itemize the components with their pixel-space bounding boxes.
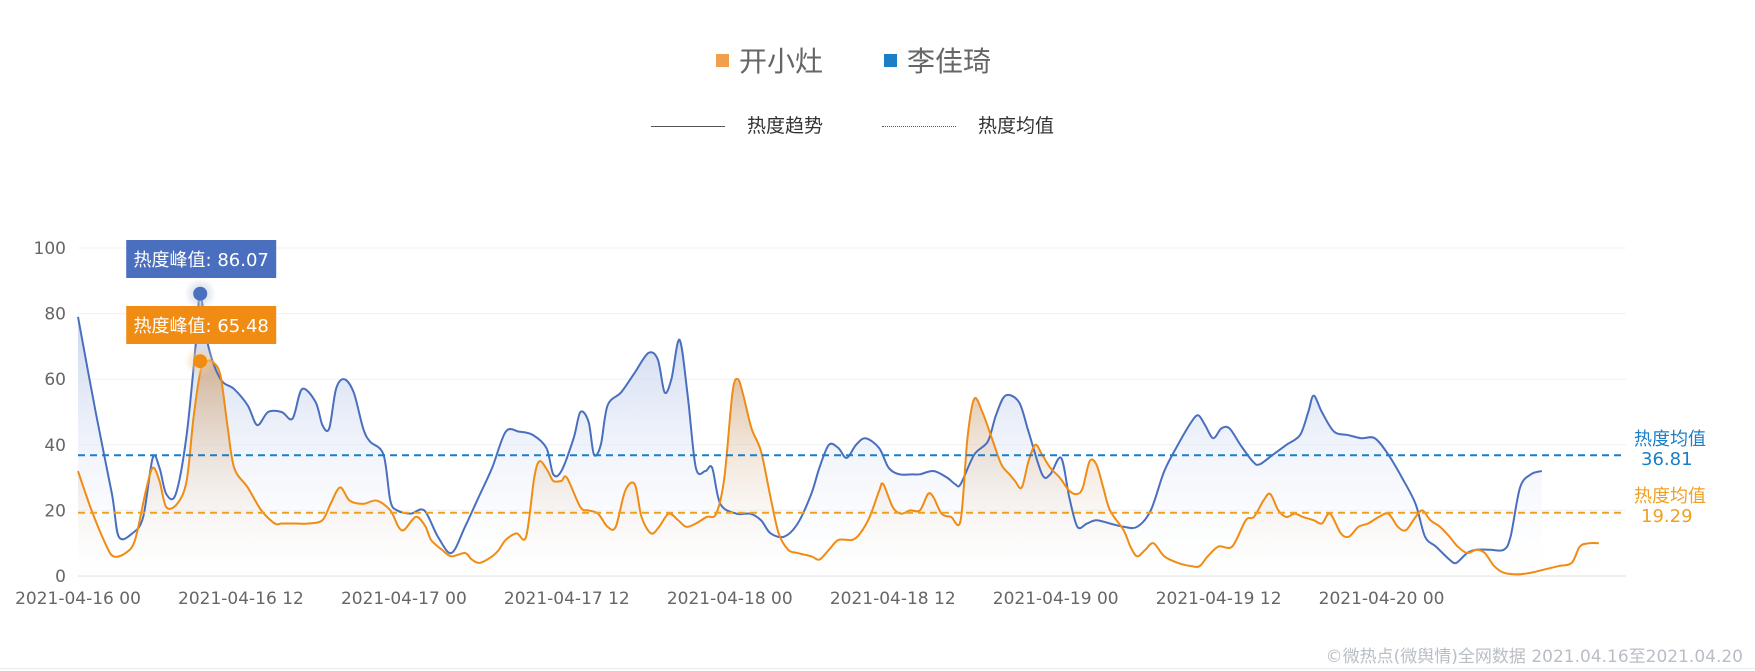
legend-item-lijiaqi[interactable]: 李佳琦 — [884, 40, 991, 80]
peak-tooltip-box-1 — [126, 306, 277, 344]
y-tick-label: 0 — [55, 567, 66, 587]
y-tick-label: 20 — [44, 501, 66, 521]
mean-value-1: 19.29 — [1641, 506, 1693, 527]
series-line-0 — [77, 292, 1543, 565]
copyright-note: ©微热点(微舆情)全网数据 2021.04.16至2021.04.20 — [1325, 647, 1743, 667]
series-area-0 — [78, 293, 1542, 576]
series-line-1 — [77, 359, 1599, 576]
x-tick-label: 2021-04-19 00 — [993, 589, 1119, 609]
mean-label-0: 热度均值 — [1634, 429, 1706, 450]
peak-dot-0 — [193, 286, 208, 301]
legend-style-mean: 热度均值 — [882, 111, 1054, 138]
legend-swatch-lijiaqi — [884, 53, 897, 67]
x-tick-label: 2021-04-19 12 — [1156, 589, 1282, 609]
x-tick-label: 2021-04-18 00 — [667, 589, 793, 609]
peak-tooltip-box-0 — [126, 240, 277, 278]
legend-style-trend: 热度趋势 — [651, 111, 823, 138]
legend-style-trend-label: 热度趋势 — [747, 115, 824, 137]
x-tick-label: 2021-04-17 00 — [341, 589, 467, 609]
y-tick-label: 60 — [44, 370, 66, 390]
y-tick-label: 40 — [44, 436, 66, 456]
bottom-divider — [0, 668, 1755, 669]
x-tick-label: 2021-04-17 12 — [504, 589, 630, 609]
legend-label-lijiaqi: 李佳琦 — [907, 45, 992, 78]
y-tick-label: 80 — [44, 305, 66, 325]
legend-label-kaixiaozao: 开小灶 — [739, 45, 824, 78]
peak-tooltip-text-0: 热度峰值: 86.07 — [134, 250, 269, 271]
series-lines — [77, 292, 1599, 576]
x-tick-label: 2021-04-20 00 — [1319, 589, 1445, 609]
mean-label-1: 热度均值 — [1634, 486, 1706, 507]
legend-swatch-kaixiaozao — [716, 53, 729, 67]
dotted-line-sample — [882, 126, 956, 127]
series-areas — [78, 293, 1599, 576]
x-tick-label: 2021-04-16 12 — [178, 589, 304, 609]
legend-style-mean-label: 热度均值 — [978, 115, 1055, 137]
peak-markers: 热度峰值: 86.07 热度峰值: 65.48 — [126, 240, 277, 378]
solid-line-sample — [651, 126, 725, 127]
axis-labels: 0 20 40 60 80 100 2021-04-16 00 2021-04-16 12 20… — [15, 239, 1444, 609]
peak-tooltip-text-1: 热度峰值: 65.48 — [134, 316, 269, 337]
peak-dot-1 — [193, 354, 208, 369]
series-area-1 — [78, 360, 1599, 576]
y-tick-label: 100 — [34, 239, 66, 259]
legend-item-kaixiaozao[interactable]: 开小灶 — [716, 40, 823, 80]
x-tick-label: 2021-04-16 00 — [15, 589, 141, 609]
x-tick-label: 2021-04-18 12 — [830, 589, 956, 609]
mean-value-0: 36.81 — [1641, 449, 1693, 470]
